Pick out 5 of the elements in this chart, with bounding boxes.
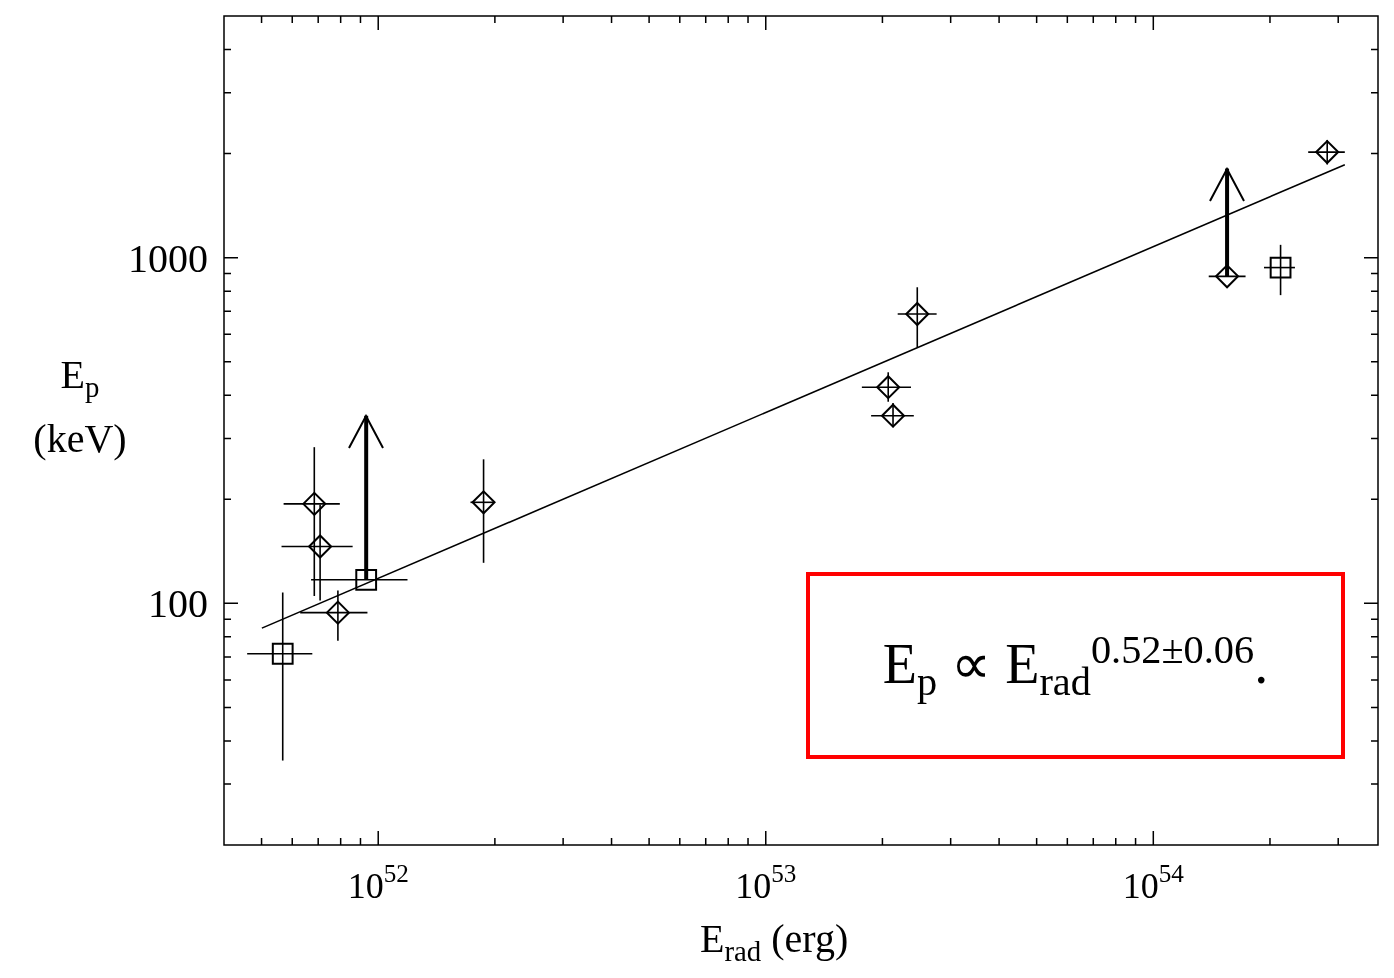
y-tick-label: 1000 — [128, 235, 208, 281]
x-axis-title: E$_{rad}$ (erg) — [700, 915, 849, 968]
y-axis-title: E$_{p}$ (keV) — [32, 351, 128, 464]
y-tick-label: 100 — [148, 581, 208, 627]
annotation: E$_{p}$ ∝ E$_{rad}$$^{0.52±0.06}$. — [882, 626, 1269, 705]
